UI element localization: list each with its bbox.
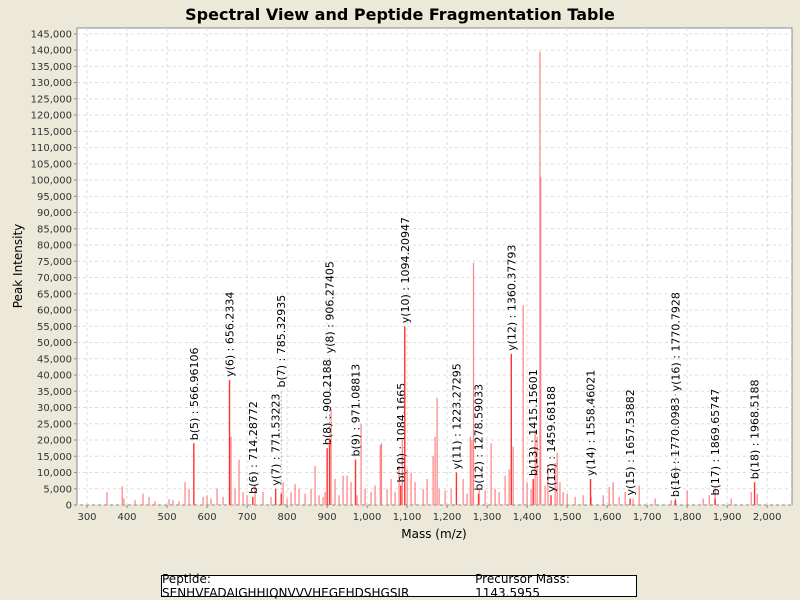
- x-tick-label: 1,100: [393, 512, 422, 523]
- y-tick-label: 55,000: [37, 322, 72, 333]
- peak-annotation: y(12) : 1360.37793: [505, 245, 518, 351]
- x-tick-label: 800: [278, 512, 297, 523]
- y-tick-label: 100,000: [31, 176, 72, 187]
- peptide-sequence: Peptide: SENHVFADAIGHHIQNVVVHEGEHDSHGSIR: [162, 572, 410, 600]
- y-tick-label: 105,000: [31, 159, 72, 170]
- peak-annotation: y(10) : 1094.20947: [399, 217, 412, 323]
- x-tick-label: 700: [238, 512, 257, 523]
- y-tick-label: 140,000: [31, 46, 72, 57]
- x-tick-label: 1,600: [593, 512, 622, 523]
- peak-annotation: y(11) : 1223.27295: [450, 363, 463, 469]
- x-tick-label: 1,900: [713, 512, 742, 523]
- peak-annotation: y(7) : 771.53223: [270, 393, 283, 485]
- x-tick-label: 900: [318, 512, 337, 523]
- peak-annotation: b(12) : 1278.59033: [473, 384, 486, 491]
- y-tick-label: 40,000: [37, 371, 72, 382]
- peak-annotation: y(14) : 1558.46021: [585, 370, 598, 476]
- peak-annotation: y(13) : 1459.68188: [545, 386, 558, 492]
- x-tick-label: 1,400: [513, 512, 542, 523]
- peak-annotation: b(6) : 714.28772: [247, 401, 260, 494]
- peak-annotation: b(17) : 1869.65747: [709, 389, 722, 496]
- y-tick-label: 95,000: [37, 192, 72, 203]
- y-tick-label: 90,000: [37, 208, 72, 219]
- y-tick-label: 85,000: [37, 224, 72, 235]
- y-tick-label: 65,000: [37, 289, 72, 300]
- peak-annotation: b(13) : 1415.15601: [527, 369, 540, 476]
- precursor-mass: Precursor Mass: 1143.5955: [475, 572, 570, 600]
- x-tick-label: 1,500: [553, 512, 582, 523]
- x-tick-label: 300: [77, 512, 96, 523]
- peak-annotation: y(8) : 906.27405: [324, 261, 337, 353]
- peak-annotation: b(5) : 566.96106: [188, 348, 201, 441]
- peak-annotation: y(6) : 656.2334: [224, 292, 237, 377]
- y-tick-label: 0: [66, 501, 72, 512]
- y-axis-label: Peak Intensity: [11, 224, 25, 309]
- x-tick-label: 400: [117, 512, 136, 523]
- y-tick-label: 45,000: [37, 354, 72, 365]
- y-tick-label: 50,000: [37, 338, 72, 349]
- x-tick-label: 500: [157, 512, 176, 523]
- y-tick-label: 10,000: [37, 468, 72, 479]
- chart-title: Spectral View and Peptide Fragmentation …: [185, 5, 615, 24]
- y-tick-label: 135,000: [31, 62, 72, 73]
- x-tick-label: 1,300: [473, 512, 502, 523]
- x-tick-label: 1,000: [353, 512, 382, 523]
- y-tick-label: 5,000: [43, 484, 72, 495]
- x-tick-label: 1,800: [673, 512, 702, 523]
- y-tick-label: 15,000: [37, 452, 72, 463]
- x-axis-label: Mass (m/z): [401, 527, 466, 541]
- y-tick-label: 125,000: [31, 94, 72, 105]
- peak-annotation: y(15) : 1657.53882: [624, 389, 637, 495]
- y-tick-label: 130,000: [31, 78, 72, 89]
- y-tick-label: 115,000: [31, 127, 72, 138]
- y-tick-label: 80,000: [37, 241, 72, 252]
- plot-area: [76, 27, 793, 506]
- y-tick-label: 60,000: [37, 306, 72, 317]
- peak-annotation: b(18) : 1968.5188: [749, 380, 762, 480]
- x-tick-label: 1,200: [433, 512, 462, 523]
- y-tick-label: 75,000: [37, 257, 72, 268]
- peak-annotation: b(10) : 1084.1665: [395, 383, 408, 483]
- y-tick-label: 30,000: [37, 403, 72, 414]
- y-tick-label: 70,000: [37, 273, 72, 284]
- y-tick-label: 20,000: [37, 436, 72, 447]
- peak-annotation: b(7) : 785.32935: [275, 295, 288, 388]
- x-tick-label: 600: [197, 512, 216, 523]
- y-tick-label: 120,000: [31, 111, 72, 122]
- y-tick-label: 35,000: [37, 387, 72, 398]
- peak-annotation: b(9) : 971.08813: [350, 364, 363, 457]
- y-tick-label: 110,000: [31, 143, 72, 154]
- y-tick-label: 25,000: [37, 419, 72, 430]
- y-tick-label: 145,000: [31, 29, 72, 40]
- x-tick-label: 2,000: [753, 512, 782, 523]
- peak-annotation: b(8) : 900.2188: [321, 359, 334, 445]
- x-tick-label: 1,700: [633, 512, 662, 523]
- legend-box: Peptide: SENHVFADAIGHHIQNVVVHEGEHDSHGSIR…: [161, 572, 637, 600]
- peak-annotation: y(16) : 1770.7928: [669, 292, 682, 391]
